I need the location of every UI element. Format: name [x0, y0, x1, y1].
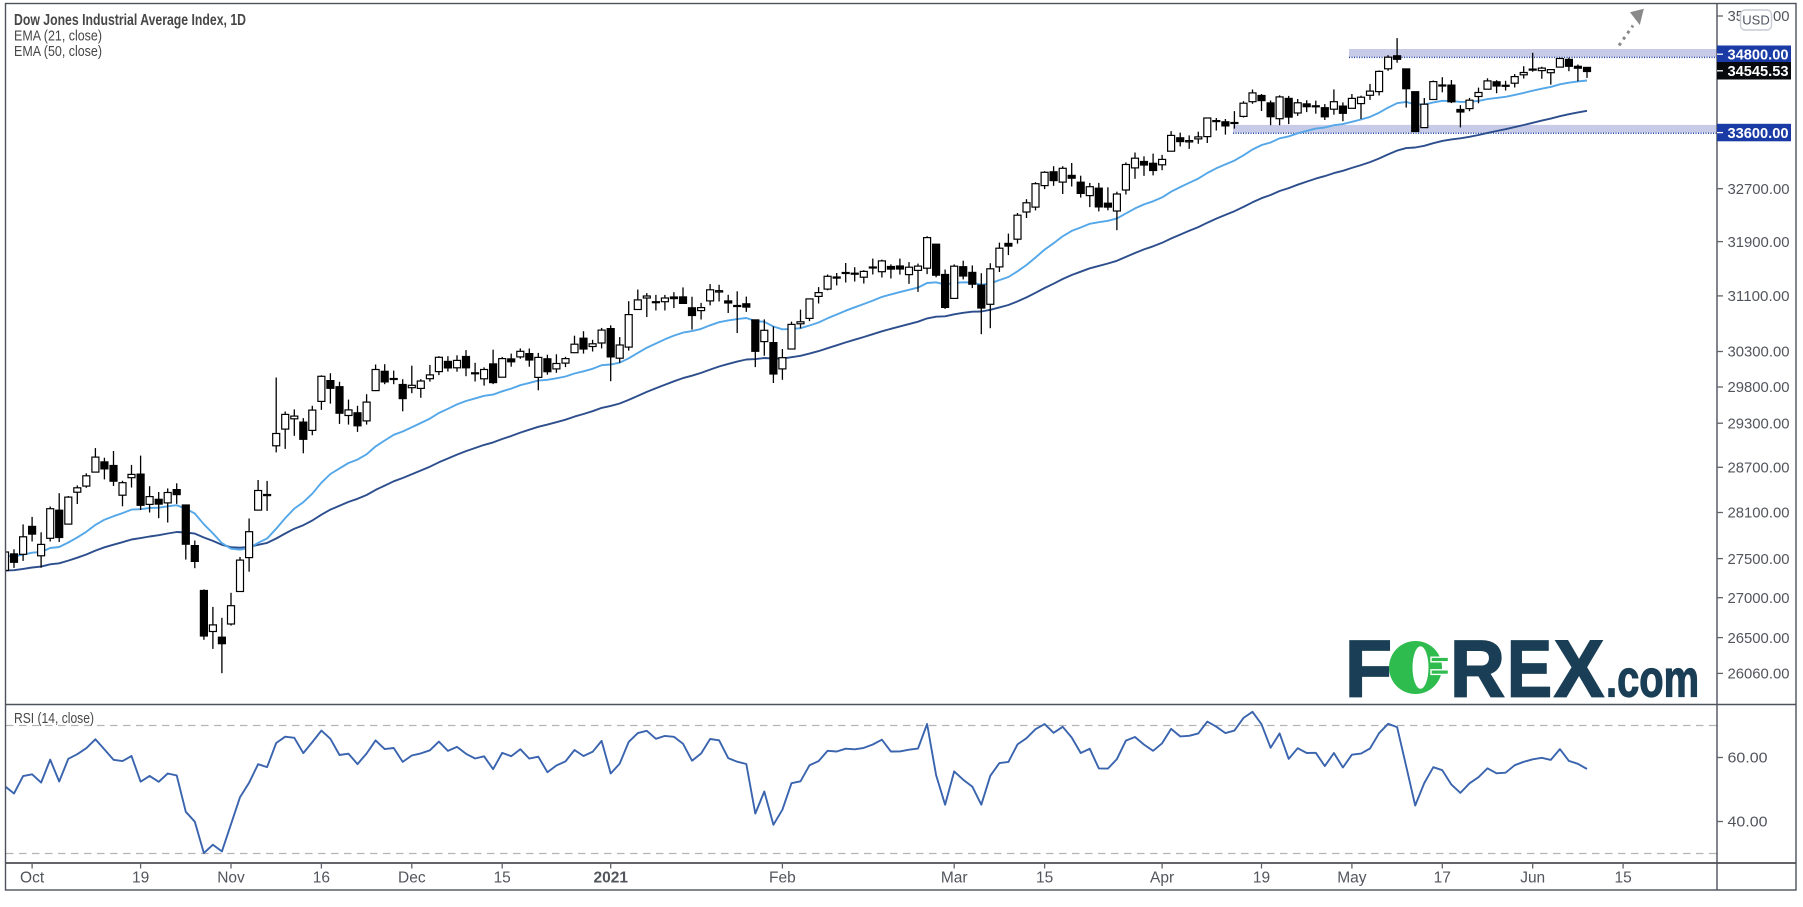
svg-text:EMA (21, close): EMA (21, close): [14, 29, 102, 45]
svg-text:Dow Jones Industrial Average I: Dow Jones Industrial Average Index, 1D: [14, 12, 246, 29]
svg-text:May: May: [1337, 870, 1367, 887]
svg-text:Feb: Feb: [769, 870, 796, 887]
svg-text:Apr: Apr: [1150, 870, 1174, 887]
svg-text:27000.00: 27000.00: [1728, 590, 1790, 607]
svg-text:EMA (50, close): EMA (50, close): [14, 44, 102, 60]
svg-text:40.00: 40.00: [1728, 814, 1768, 831]
svg-text:E: E: [1507, 625, 1552, 715]
svg-text:USD: USD: [1742, 13, 1769, 28]
svg-text:31100.00: 31100.00: [1728, 288, 1790, 305]
svg-text:33600.00: 33600.00: [1728, 125, 1789, 142]
svg-text:34800.00: 34800.00: [1728, 47, 1789, 64]
svg-text:30300.00: 30300.00: [1728, 344, 1790, 361]
svg-text:27500.00: 27500.00: [1728, 551, 1790, 568]
svg-text:32700.00: 32700.00: [1728, 181, 1790, 198]
svg-text:28100.00: 28100.00: [1728, 505, 1790, 522]
svg-text:29300.00: 29300.00: [1728, 415, 1790, 432]
svg-text:29800.00: 29800.00: [1728, 379, 1790, 396]
svg-text:15: 15: [494, 870, 511, 887]
svg-text:R: R: [1450, 625, 1505, 715]
svg-text:26060.00: 26060.00: [1728, 666, 1790, 683]
svg-text:34545.53: 34545.53: [1728, 63, 1789, 80]
svg-text:17: 17: [1434, 870, 1451, 887]
svg-text:Oct: Oct: [20, 870, 45, 887]
svg-text:2021: 2021: [593, 870, 628, 887]
svg-text:60.00: 60.00: [1728, 750, 1768, 767]
svg-text:16: 16: [313, 870, 330, 887]
svg-text:X: X: [1554, 625, 1604, 715]
svg-text:Dec: Dec: [398, 870, 426, 887]
svg-text:19: 19: [1253, 870, 1270, 887]
svg-text:31900.00: 31900.00: [1728, 234, 1790, 251]
svg-text:RSI (14, close): RSI (14, close): [14, 711, 94, 727]
svg-text:28700.00: 28700.00: [1728, 460, 1790, 477]
svg-text:15: 15: [1036, 870, 1053, 887]
svg-text:26500.00: 26500.00: [1728, 630, 1790, 647]
svg-text:.com: .com: [1606, 651, 1699, 709]
svg-text:19: 19: [132, 870, 149, 887]
svg-text:F: F: [1345, 625, 1392, 715]
svg-text:15: 15: [1614, 870, 1631, 887]
svg-text:Jun: Jun: [1520, 870, 1545, 887]
svg-text:Mar: Mar: [941, 870, 968, 887]
svg-text:Nov: Nov: [217, 870, 245, 887]
